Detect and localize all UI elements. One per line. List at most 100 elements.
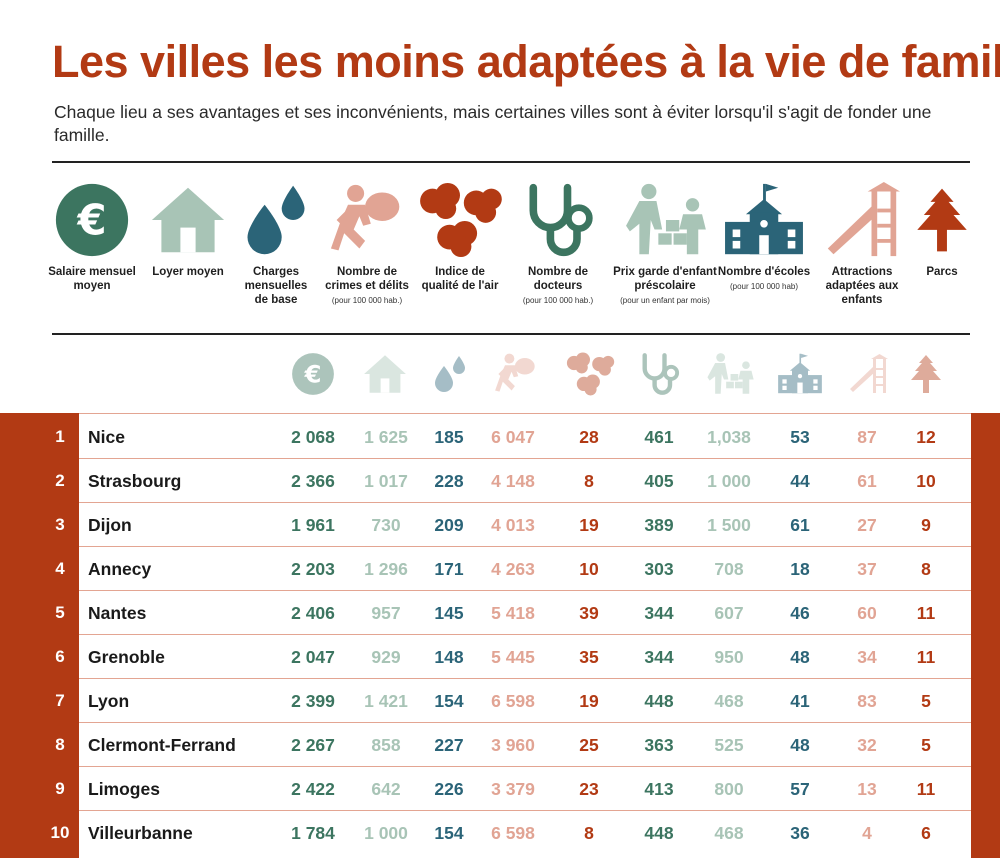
table-cell: 5 (921, 691, 931, 711)
table-cell: 57 (790, 779, 810, 799)
table-row: 8 Clermont-Ferrand 2 267 858 227 3 960 25 363 52… (0, 723, 1000, 767)
table-cell: 34 (857, 647, 877, 667)
table-cell: 18 (790, 559, 810, 579)
row-separator (79, 678, 971, 679)
legend-note: (pour 100 000 hab.) (331, 296, 403, 305)
rank-number: 2 (55, 471, 65, 490)
city-name: Nice (88, 427, 125, 447)
table-cell: 11 (916, 603, 936, 623)
rank-number: 4 (55, 559, 65, 578)
legend-item-docteurs: Nombre de docteurs (pour 100 000 hab.) (510, 182, 606, 306)
rank-number: 3 (55, 515, 65, 534)
table-cell: 448 (644, 823, 674, 843)
legend-item-crimes: Nombre de crimes et délits (pour 100 000… (319, 182, 415, 306)
table-cell: 389 (644, 515, 674, 535)
table-cell: 46 (790, 603, 810, 623)
table-cell: 209 (434, 515, 464, 535)
thief-icon (329, 182, 405, 258)
row-separator (79, 546, 971, 547)
table-body (79, 413, 971, 858)
table-cell: 1 784 (291, 823, 335, 843)
table-cell: 87 (857, 427, 877, 447)
rank-number: 5 (55, 603, 65, 622)
table-cell: 1 296 (364, 559, 408, 579)
table-cell: 61 (790, 515, 810, 535)
legend-item-charges: Charges mensuelles de base (228, 182, 324, 307)
table-cell: 48 (790, 735, 810, 755)
thief-icon (494, 352, 538, 396)
rank-number: 6 (55, 647, 65, 666)
table-cell: 3 379 (491, 779, 535, 799)
table-cell: 48 (790, 647, 810, 667)
column-header-icons (0, 352, 1000, 396)
table-cell: 154 (434, 823, 464, 843)
table-cell: 228 (434, 471, 464, 491)
table-cell: 28 (579, 427, 599, 447)
table-cell: 2 267 (291, 735, 335, 755)
table-cell: 461 (644, 427, 674, 447)
rank-number: 7 (55, 691, 65, 710)
rank-number: 1 (55, 427, 65, 446)
table-cell: 363 (644, 735, 674, 755)
table-cell: 957 (371, 603, 401, 623)
city-name: Limoges (88, 779, 160, 799)
table-cell: 642 (371, 779, 401, 799)
table-cell: 1 961 (291, 515, 335, 535)
row-separator (79, 766, 971, 767)
table-cell: 154 (434, 691, 464, 711)
smoke-cloud-icon (417, 182, 503, 258)
legend-label: Indice de qualité de l'air (421, 266, 499, 292)
row-separator (79, 413, 971, 414)
table-cell: 448 (644, 691, 674, 711)
table-row: 1 Nice 2 068 1 625 185 6 047 28 461 1,038 53 87 12 (0, 415, 1000, 459)
euro-icon (291, 352, 335, 396)
table-row: 5 Nantes 2 406 957 145 5 418 39 344 607 46 60 11 (0, 591, 1000, 635)
school-icon (776, 352, 824, 396)
rank-number: 9 (55, 779, 65, 798)
table-cell: 2 406 (291, 603, 335, 623)
table-cell: 171 (434, 559, 464, 579)
city-name: Villeurbanne (88, 823, 193, 843)
legend-label: Prix garde d'enfant préscolaire (613, 266, 717, 292)
table-row: 4 Annecy 2 203 1 296 171 4 263 10 303 708 18 37 8 (0, 547, 1000, 591)
table-cell: 950 (714, 647, 744, 667)
table-cell: 53 (790, 427, 810, 447)
tree-icon (909, 182, 975, 258)
legend-label: Salaire mensuel moyen (48, 266, 136, 292)
table-row: 2 Strasbourg 2 366 1 017 228 4 148 8 405 1 000 44… (0, 459, 1000, 503)
table-cell: 39 (579, 603, 599, 623)
legend-item-parcs: Parcs (894, 182, 990, 279)
table-cell: 8 (584, 471, 594, 491)
row-separator (79, 590, 971, 591)
legend: Salaire mensuel moyen Loyer moyen Charge… (44, 182, 974, 332)
legend-label: Loyer moyen (152, 266, 224, 278)
slide-icon (824, 182, 900, 258)
table-cell: 468 (714, 823, 744, 843)
table-row: 9 Limoges 2 422 642 226 3 379 23 413 800 57 13 11 (0, 767, 1000, 811)
table-cell: 41 (790, 691, 810, 711)
legend-item-attractions: Attractions adaptées aux enfants (814, 182, 910, 307)
table-cell: 5 445 (491, 647, 535, 667)
table-cell: 25 (579, 735, 599, 755)
table-cell: 5 (921, 735, 931, 755)
table-cell: 1 000 (707, 471, 751, 491)
table-cell: 6 598 (491, 823, 535, 843)
table-cell: 2 047 (291, 647, 335, 667)
table-row: 6 Grenoble 2 047 929 148 5 445 35 344 950 48 34 11 (0, 635, 1000, 679)
table-cell: 4 (862, 823, 872, 843)
childcare-icon (704, 352, 756, 396)
table-cell: 44 (790, 471, 810, 491)
table-cell: 2 366 (291, 471, 335, 491)
table-cell: 4 013 (491, 515, 535, 535)
table-cell: 12 (916, 427, 936, 447)
table-cell: 148 (434, 647, 464, 667)
table-cell: 800 (714, 779, 744, 799)
table-cell: 708 (714, 559, 744, 579)
table-cell: 929 (371, 647, 401, 667)
stethoscope-icon (520, 182, 596, 258)
legend-label: Charges mensuelles de base (244, 266, 308, 306)
city-name: Grenoble (88, 647, 165, 667)
table-cell: 525 (714, 735, 744, 755)
table-cell: 303 (644, 559, 674, 579)
legend-item-ecoles: Nombre d'écoles (pour 100 000 hab) (716, 182, 812, 292)
